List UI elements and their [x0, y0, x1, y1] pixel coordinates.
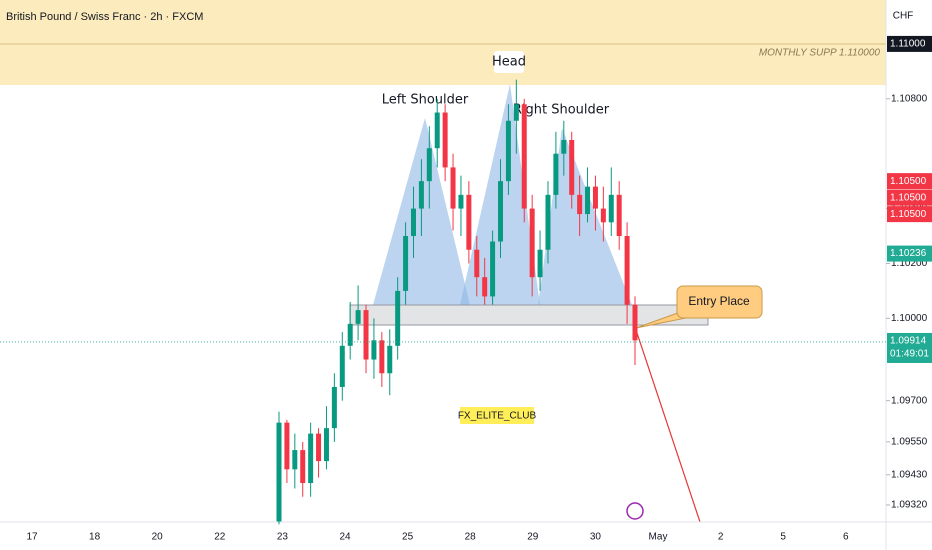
- chart-title: British Pound / Swiss Franc · 2h · FXCM: [6, 11, 203, 23]
- candle-body: [339, 345, 345, 387]
- supply-zone: [0, 0, 886, 85]
- candle-body: [513, 104, 519, 121]
- candle-body: [553, 153, 559, 195]
- candle-body: [529, 208, 535, 278]
- candle-body: [458, 194, 464, 209]
- y-tick-label: 1.10800: [891, 93, 928, 104]
- candle-body: [371, 340, 377, 360]
- watermark: FX_ELITE_CLUB: [458, 411, 537, 422]
- event-icon: [626, 502, 644, 520]
- candle-body: [632, 304, 638, 341]
- x-tick-label: 24: [339, 532, 351, 543]
- y-tick-label: 1.10200: [891, 258, 928, 269]
- x-tick-label: 18: [89, 532, 101, 543]
- currency-label: CHF: [893, 11, 914, 22]
- x-tick-label: 28: [465, 532, 477, 543]
- countdown: 01:49:01: [890, 349, 929, 360]
- candle-body: [426, 148, 432, 182]
- candle-body: [284, 422, 290, 470]
- candle-body: [316, 433, 322, 462]
- candle-body: [300, 450, 306, 484]
- y-tick-label: 1.10000: [891, 313, 928, 324]
- x-tick-label: 30: [590, 532, 602, 543]
- candle-body: [545, 194, 551, 250]
- price-tag-bg: [887, 206, 932, 223]
- candle-body: [616, 194, 622, 237]
- x-tick-label: 22: [214, 532, 226, 543]
- y-tick-label: 1.09550: [891, 437, 928, 448]
- candle-body: [363, 310, 369, 360]
- last-price-bg: [887, 332, 932, 363]
- candle-body: [569, 139, 575, 195]
- candle-body: [276, 422, 282, 522]
- x-tick-label: 29: [527, 532, 539, 543]
- price-tag: 1.11000: [890, 39, 926, 50]
- candle-body: [585, 186, 591, 215]
- candle-body: [331, 386, 337, 429]
- candle-body: [537, 249, 543, 278]
- candle-body: [577, 194, 583, 215]
- candle-body: [498, 181, 504, 242]
- right-shoulder-shape: [538, 128, 632, 305]
- candle-body: [442, 112, 448, 168]
- candle-body: [403, 236, 409, 291]
- candle-body: [592, 186, 598, 209]
- price-tag: 1.10500: [890, 209, 927, 220]
- candle-body: [505, 120, 511, 182]
- candle-body: [608, 194, 614, 223]
- entry-label: Entry Place: [688, 294, 750, 308]
- candle-body: [600, 208, 606, 223]
- price-tag-bg: [887, 35, 932, 52]
- price-tag-bg: [887, 189, 932, 206]
- x-tick-label: 20: [152, 532, 164, 543]
- projection-line: [634, 326, 701, 523]
- y-tick-label: 1.09320: [891, 500, 928, 511]
- candle-body: [450, 167, 456, 209]
- candle-body: [410, 208, 416, 237]
- head-label: Head: [492, 55, 526, 70]
- y-tick-label: 1.09700: [891, 395, 928, 406]
- candle-body: [466, 194, 472, 250]
- callout-box: [676, 285, 763, 319]
- x-tick-label: 17: [26, 532, 38, 543]
- candle-body: [561, 139, 567, 154]
- x-tick-label: 6: [843, 532, 849, 543]
- candle-body: [490, 241, 496, 297]
- right-shoulder-label: Right Shoulder: [513, 103, 610, 118]
- head-label-bg: [494, 51, 524, 73]
- price-tag: 1.10500: [890, 176, 927, 187]
- left-shoulder-label: Left Shoulder: [382, 93, 469, 108]
- candle-body: [434, 112, 440, 149]
- candle-body: [387, 345, 393, 374]
- candle-body: [379, 340, 385, 374]
- candle-body: [347, 323, 353, 346]
- price-tag-bg: [887, 173, 932, 190]
- x-tick-label: May: [649, 532, 668, 543]
- candle-body: [323, 428, 329, 462]
- resistance-label: MONTHLY SUPP 1.110000: [759, 48, 881, 59]
- price-tag: 1.10236: [890, 248, 927, 259]
- candle-body: [292, 450, 298, 470]
- candle-body: [521, 104, 527, 209]
- candle-body: [474, 249, 480, 278]
- price-tag: 1.10500: [890, 192, 927, 203]
- x-tick-label: 2: [718, 532, 724, 543]
- last-price-label: 1.09914: [890, 336, 927, 347]
- price-tag-bg: [887, 245, 932, 262]
- candle-body: [482, 277, 488, 297]
- candle-body: [308, 433, 314, 484]
- candle-body: [355, 310, 361, 324]
- candle-body: [418, 181, 424, 209]
- candle-body: [624, 236, 630, 305]
- x-tick-label: 23: [277, 532, 289, 543]
- candle-body: [395, 290, 401, 346]
- x-tick-label: 25: [402, 532, 414, 543]
- watermark-bg: [460, 407, 534, 424]
- y-tick-label: 1.09430: [891, 469, 928, 480]
- x-tick-label: 5: [780, 532, 786, 543]
